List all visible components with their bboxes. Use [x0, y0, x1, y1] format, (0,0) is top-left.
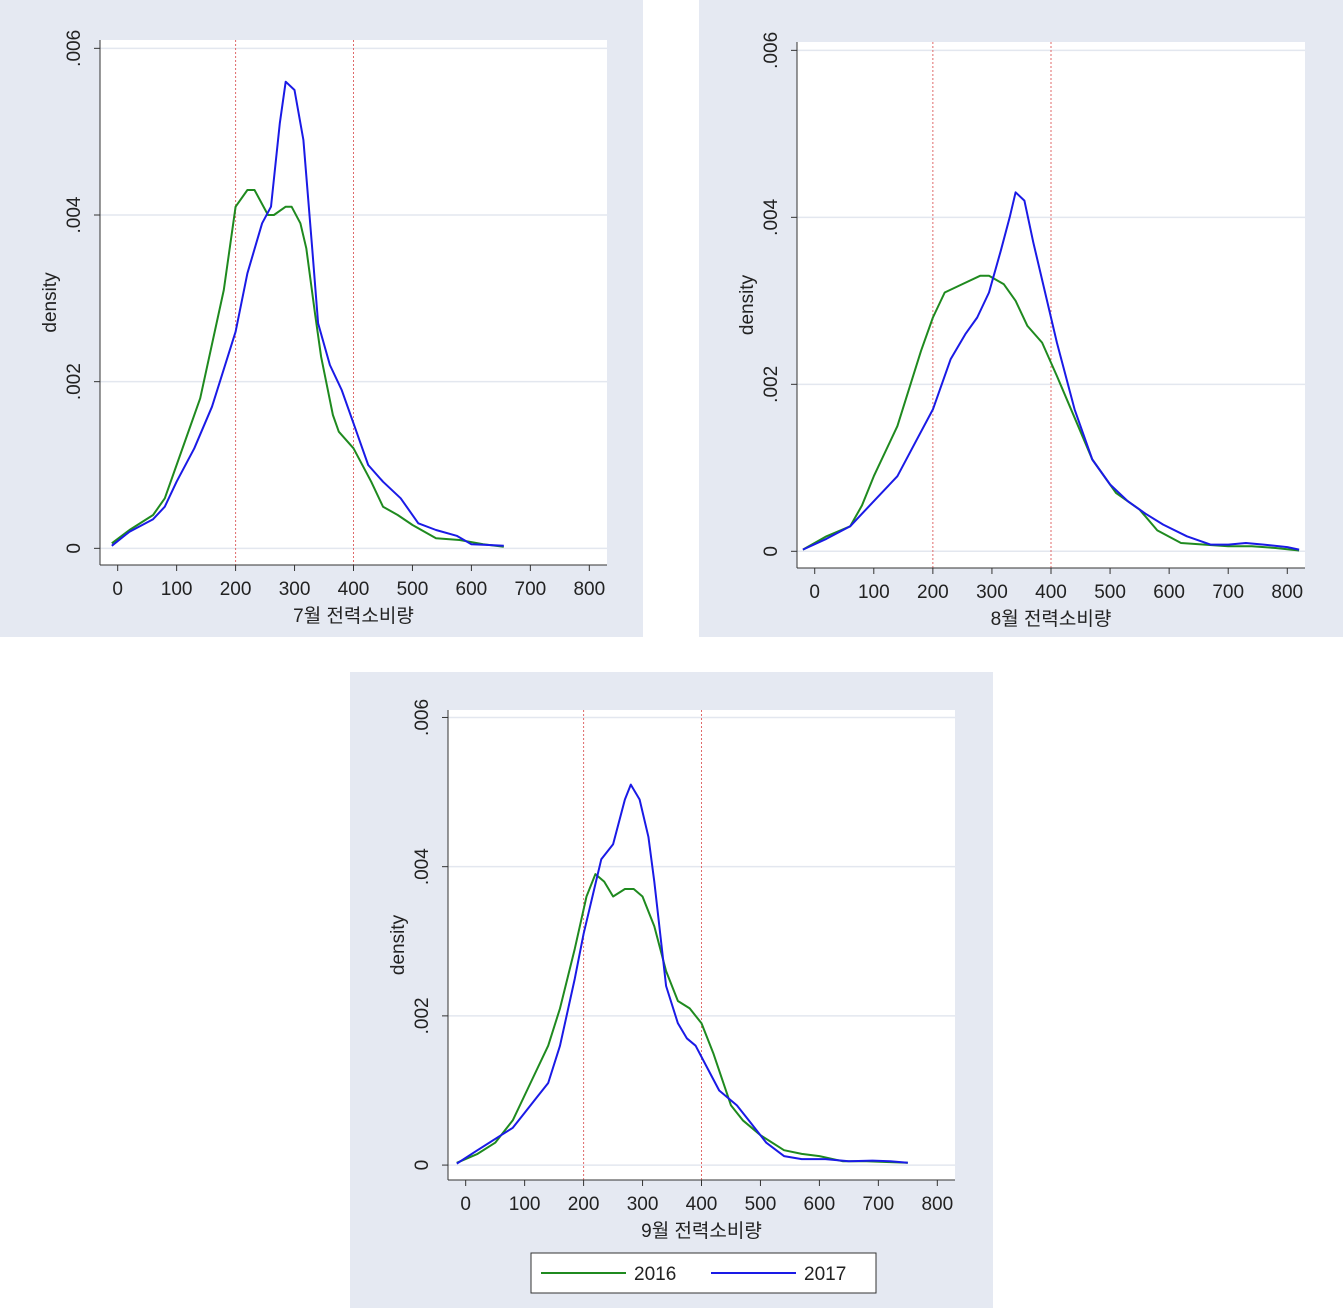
y-tick-label: .004 [412, 848, 433, 885]
x-tick-label: 100 [858, 582, 890, 603]
chart-panel-august: 0 .002 .004 .006 0 100 200 300 400 500 600 700 800 8월… [699, 0, 1343, 637]
y-tick-label: .004 [64, 196, 85, 233]
y-tick-label: 0 [761, 546, 782, 557]
y-axis-title: density [388, 914, 409, 975]
y-tick-label: .006 [761, 32, 782, 69]
y-tick-label: .002 [64, 363, 85, 400]
y-axis-title: density [737, 274, 758, 335]
y-tick-label: .002 [761, 366, 782, 403]
x-tick-label: 400 [686, 1194, 718, 1215]
x-tick-label: 400 [338, 579, 370, 600]
x-tick-label: 400 [1035, 582, 1067, 603]
chart-panel-september: 0 .002 .004 .006 0 100 200 300 400 500 600 700 800 9월… [350, 672, 993, 1308]
x-axis-title: 8월 전력소비량 [991, 608, 1112, 630]
x-tick-label: 700 [1212, 582, 1244, 603]
x-tick-label: 500 [397, 579, 429, 600]
y-tick-label: .006 [64, 30, 85, 67]
x-tick-label: 300 [627, 1194, 659, 1215]
y-tick-label: .004 [761, 198, 782, 235]
x-tick-label: 600 [456, 579, 488, 600]
x-tick-label: 800 [573, 579, 605, 600]
plot-area [100, 40, 607, 565]
density-chart-september: 0 .002 .004 .006 0 100 200 300 400 500 600 700 800 9월… [388, 699, 955, 1294]
x-tick-label: 200 [568, 1194, 600, 1215]
x-tick-label: 800 [921, 1194, 953, 1215]
density-chart-august: 0 .002 .004 .006 0 100 200 300 400 500 600 700 800 8월… [737, 32, 1305, 630]
series-line-2017 [111, 80, 504, 547]
plot-area [797, 42, 1305, 568]
x-tick-label: 500 [745, 1194, 777, 1215]
x-tick-label: 200 [917, 582, 949, 603]
x-tick-label: 700 [515, 579, 547, 600]
series-line-2016 [456, 873, 908, 1164]
x-tick-label: 300 [976, 582, 1008, 603]
density-chart-july: 0 .002 .004 .006 0 100 200 300 400 500 600 700 800 7월… [40, 30, 607, 627]
series-line-2016 [111, 189, 504, 548]
series-line-2017 [456, 783, 908, 1165]
x-tick-label: 0 [112, 579, 123, 600]
y-tick-label: .006 [412, 699, 433, 736]
x-tick-label: 0 [460, 1194, 471, 1215]
y-axis-title: density [40, 272, 61, 333]
x-tick-label: 0 [809, 582, 820, 603]
series-line-2016 [802, 274, 1300, 552]
legend-label: 2016 [634, 1264, 676, 1285]
y-tick-label: .002 [412, 997, 433, 1034]
legend-label: 2017 [804, 1264, 846, 1285]
series-line-2017 [802, 191, 1300, 551]
x-axis-title: 9월 전력소비량 [641, 1220, 762, 1242]
x-tick-label: 100 [509, 1194, 541, 1215]
x-tick-label: 200 [220, 579, 252, 600]
x-tick-label: 600 [1153, 582, 1185, 603]
legend: 2016 2017 [530, 1252, 877, 1294]
x-axis-title: 7월 전력소비량 [293, 605, 414, 627]
x-tick-label: 800 [1271, 582, 1303, 603]
x-tick-label: 700 [863, 1194, 895, 1215]
x-tick-label: 600 [804, 1194, 836, 1215]
x-tick-label: 500 [1094, 582, 1126, 603]
x-tick-label: 100 [161, 579, 193, 600]
x-tick-label: 300 [279, 579, 311, 600]
y-tick-label: 0 [412, 1160, 433, 1171]
y-tick-label: 0 [64, 543, 85, 554]
plot-area [448, 710, 955, 1180]
chart-panel-july: 0 .002 .004 .006 0 100 200 300 400 500 600 700 800 7월… [0, 0, 643, 637]
